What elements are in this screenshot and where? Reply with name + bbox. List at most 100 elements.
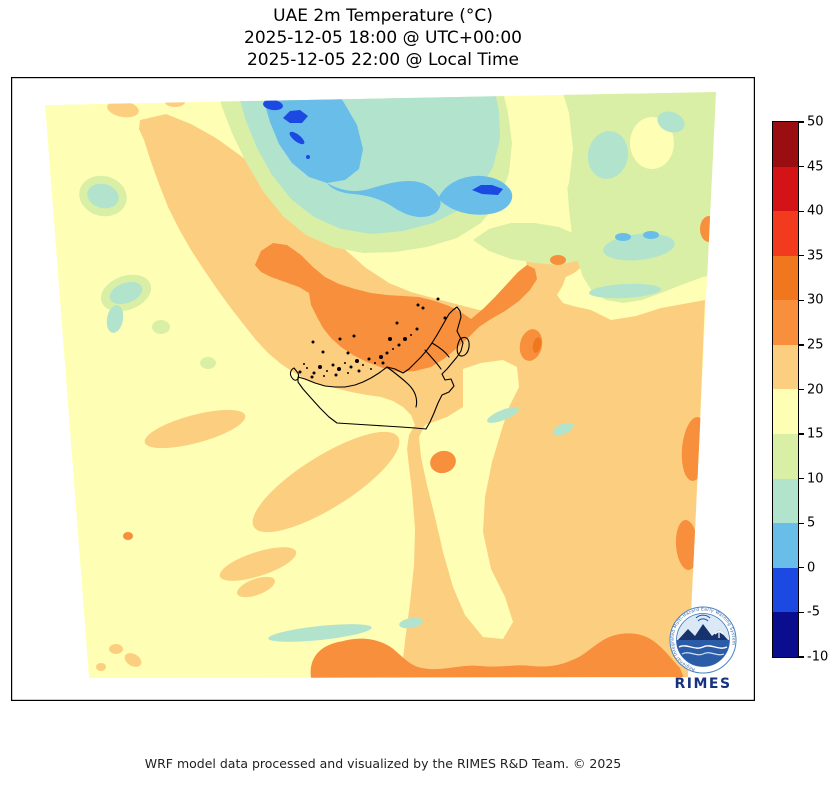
colorbar-segment--10--5: [773, 612, 798, 657]
contour-spot-neg5-0: [283, 110, 308, 123]
colorbar-tick-label: 35: [807, 248, 824, 264]
contour-blob-20-25: [109, 644, 123, 654]
colorbar-tick: [799, 121, 804, 123]
contour-blob-20-25: [165, 97, 185, 107]
colorbar-tick: [799, 165, 804, 168]
contour-pocket-5-10: [109, 281, 143, 305]
colorbar-tick-label: 20: [807, 382, 824, 397]
logo-wave-1: [678, 645, 728, 649]
colorbar: 50 45 40 35 30 25 20 15 10 5 0 -5 -10: [772, 115, 828, 665]
contour-blob-20-25: [107, 100, 139, 118]
colorbar-segment--5-0: [773, 567, 798, 613]
title-block: UAE 2m Temperature (°C) 2025-12-05 18:00…: [0, 5, 766, 71]
logo-bird: [714, 630, 724, 638]
colorbar-segment-20-25: [773, 344, 798, 390]
uae-border: [289, 306, 470, 430]
footer-credit: WRF model data processed and visualized …: [144, 756, 622, 771]
contour-blob-25-30: [123, 532, 133, 540]
contour-streak-20-25: [252, 431, 400, 533]
colorbar-gradient: [772, 121, 799, 658]
colorbar-tick-label: -10: [807, 649, 829, 665]
contour-map: [11, 77, 755, 701]
contour-patch-5-10: [589, 283, 661, 299]
colorbar-tick-label: 5: [807, 515, 816, 531]
contour-spot-neg5-0: [289, 131, 305, 145]
colorbar-tick: [799, 210, 804, 212]
colorbar-tick: [799, 567, 804, 569]
contour-patch-5-10: [587, 131, 629, 179]
colorbar-segment-40-45: [773, 166, 798, 212]
contour-connector-10-15: [473, 223, 583, 265]
logo-signal-arc-2: [695, 614, 711, 619]
contour-speck-0-5: [643, 231, 659, 239]
contour-patch-5-10: [657, 111, 685, 133]
contour-streak-20-25: [219, 547, 297, 581]
contour-pocket-10-15: [200, 357, 216, 369]
colorbar-segment-10-15: [773, 434, 798, 479]
contour-blob-25-30: [700, 216, 716, 242]
logo-mountains: [678, 624, 728, 640]
contour-spot-neg5-0: [472, 185, 503, 195]
logo-wave-2: [681, 652, 725, 656]
colorbar-tick-label: 0: [807, 560, 816, 576]
colorbar-tick: [799, 299, 804, 301]
chart-subtitle-local: 2025-12-05 22:00 @ Local Time: [246, 50, 520, 70]
colorbar-tick-label: 45: [807, 159, 824, 175]
colorbar-tick: [799, 656, 804, 658]
colorbar-tick: [799, 611, 804, 613]
contour-island-15-20: [630, 117, 674, 169]
contour-blob-25-30: [550, 255, 566, 265]
colorbar-tick-label: 30: [807, 292, 824, 308]
colorbar-tick-label: 10: [807, 471, 824, 487]
colorbar-segment-45-50: [773, 122, 798, 167]
colorbar-segment-5-10: [773, 478, 798, 524]
logo-rimes-word: RIMES: [674, 676, 731, 692]
chart-subtitle-utc: 2025-12-05 18:00 @ UTC+00:00: [244, 28, 522, 48]
contour-blob-20-25: [96, 663, 106, 671]
contour-yellow-gap-15-20: [500, 92, 573, 209]
colorbar-tick-label: 15: [807, 426, 824, 442]
contour-spot-neg5-0: [306, 155, 310, 159]
contour-streak-20-25: [237, 576, 275, 598]
logo-signal-arc-1: [697, 618, 709, 622]
contour-blob-25-30: [430, 450, 456, 474]
colorbar-tick: [799, 433, 804, 435]
contour-region-gulf-25-30: [255, 243, 537, 372]
contour-strip-south-25-30: [311, 633, 684, 678]
colorbar-tick: [799, 344, 804, 346]
colorbar-tick: [799, 388, 804, 391]
contour-pocket-5-10: [106, 305, 124, 333]
contour-streak-20-25: [144, 409, 246, 449]
contour-tongue-15-20: [419, 360, 519, 639]
map-axes: [11, 77, 755, 701]
coastal-point-markers: [298, 297, 447, 379]
colorbar-tick: [799, 522, 804, 524]
contour-pocket-10-15: [152, 320, 170, 334]
colorbar-tick-label: -5: [807, 604, 820, 620]
colorbar-segment-15-20: [773, 389, 798, 435]
colorbar-segment-35-40: [773, 211, 798, 256]
colorbar-tick-label: 40: [807, 203, 824, 219]
colorbar-tick: [799, 255, 804, 257]
colorbar-segment-0-5: [773, 523, 798, 568]
colorbar-tick-label: 50: [807, 114, 824, 130]
contour-arm-0-5: [327, 181, 441, 217]
colorbar-segment-25-30: [773, 300, 798, 345]
contour-region-northeast-10-15: [551, 92, 716, 303]
contour-blob-25-30: [519, 329, 543, 361]
contour-speck-0-5: [615, 233, 631, 241]
colorbar-tick: [799, 478, 804, 480]
contour-blob-25-30: [675, 520, 699, 570]
colorbar-tick-label: 25: [807, 337, 824, 353]
contour-blob-southwest-25-30: [310, 640, 401, 678]
chart-title: UAE 2m Temperature (°C): [273, 6, 493, 26]
contour-streak-5-10: [268, 624, 372, 642]
contour-blob-0-5: [439, 175, 513, 215]
rimes-logo: Regional Integrated Multi-Hazard Early W…: [669, 606, 737, 692]
contour-streak-5-10: [399, 617, 423, 629]
contour-spot-neg5-0: [263, 99, 283, 111]
contour-region-north-0-5: [264, 92, 363, 183]
contour-streak-5-10: [552, 422, 574, 436]
contour-spot-30-35: [532, 337, 542, 353]
